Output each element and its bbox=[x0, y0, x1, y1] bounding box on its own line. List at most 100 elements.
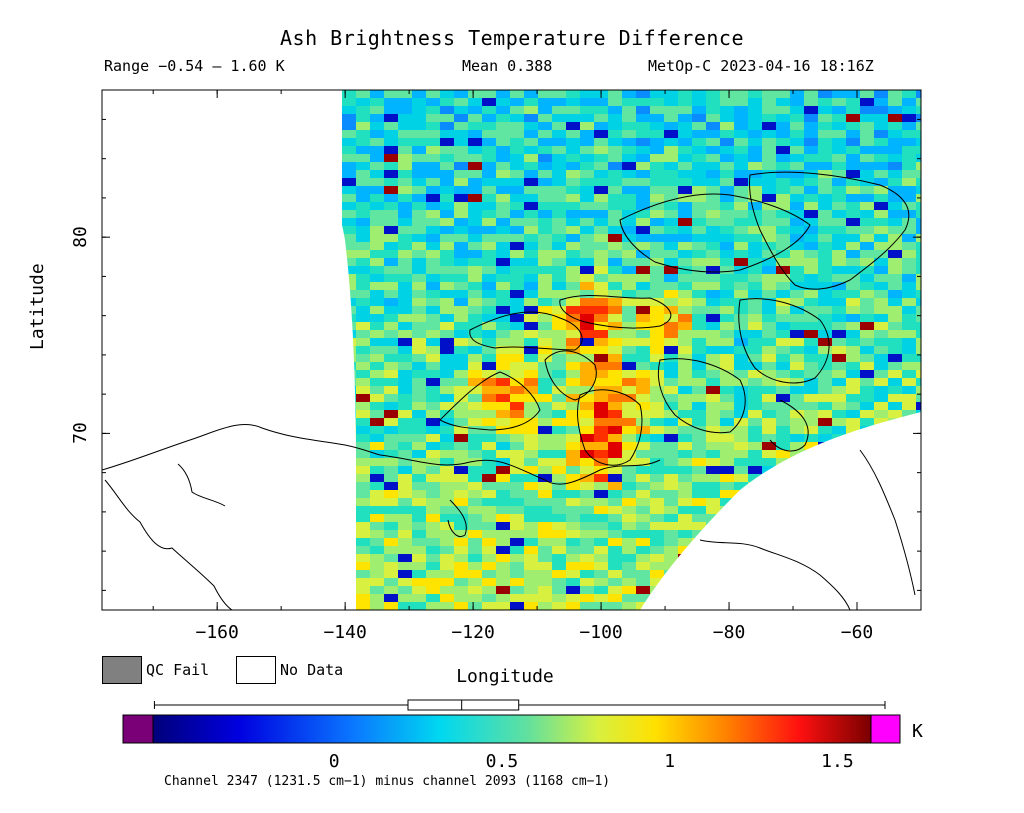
qc-fail-swatch bbox=[102, 656, 142, 684]
swath-cell bbox=[510, 450, 525, 459]
swath-cell bbox=[356, 522, 371, 531]
swath-cell bbox=[902, 282, 917, 291]
swath-cell bbox=[664, 378, 679, 387]
swath-cell bbox=[748, 362, 763, 371]
swath-cell bbox=[454, 202, 469, 211]
swath-cell bbox=[636, 210, 651, 219]
swath-cell bbox=[440, 178, 455, 187]
swath-cell bbox=[538, 410, 553, 419]
swath-cell bbox=[678, 498, 693, 507]
swath-cell bbox=[776, 90, 791, 99]
swath-cell bbox=[776, 98, 791, 107]
swath-cell bbox=[748, 250, 763, 259]
swath-cell bbox=[888, 306, 903, 315]
swath-cell bbox=[650, 194, 665, 203]
swath-cell bbox=[608, 466, 623, 475]
swath-cell bbox=[454, 434, 469, 443]
swath-cell bbox=[566, 178, 581, 187]
swath-cell bbox=[552, 306, 567, 315]
swath-cell bbox=[566, 538, 581, 547]
swath-cell bbox=[356, 114, 371, 123]
swath-cell bbox=[552, 242, 567, 251]
swath-cell bbox=[804, 202, 819, 211]
swath-cell bbox=[580, 410, 595, 419]
swath-cell bbox=[510, 410, 525, 419]
swath-cell bbox=[692, 434, 707, 443]
swath-cell bbox=[664, 114, 679, 123]
swath-cell bbox=[594, 178, 609, 187]
swath-cell bbox=[524, 418, 539, 427]
colorbar-underflow bbox=[122, 714, 154, 744]
swath-cell bbox=[734, 354, 749, 363]
swath-cell bbox=[356, 554, 371, 563]
swath-cell bbox=[370, 178, 385, 187]
swath-cell bbox=[482, 194, 497, 203]
swath-cell bbox=[510, 378, 525, 387]
swath-cell bbox=[370, 594, 385, 603]
swath-cell bbox=[356, 434, 371, 443]
swath-cell bbox=[678, 330, 693, 339]
swath-cell bbox=[888, 410, 903, 419]
swath-cell bbox=[762, 450, 777, 459]
swath-cell bbox=[650, 186, 665, 195]
swath-cell bbox=[370, 418, 385, 427]
swath-cell bbox=[482, 178, 497, 187]
swath-cell bbox=[762, 402, 777, 411]
swath-cell bbox=[650, 554, 665, 563]
swath-cell bbox=[482, 258, 497, 267]
swath-cell bbox=[734, 146, 749, 155]
swath-cell bbox=[664, 346, 679, 355]
swath-cell bbox=[356, 130, 371, 139]
swath-cell bbox=[454, 466, 469, 475]
swath-cell bbox=[832, 186, 847, 195]
swath-cell bbox=[832, 114, 847, 123]
swath-cell bbox=[678, 210, 693, 219]
swath-cell bbox=[342, 242, 357, 251]
swath-cell bbox=[482, 202, 497, 211]
swath-cell bbox=[538, 378, 553, 387]
swath-cell bbox=[664, 490, 679, 499]
swath-cell bbox=[482, 450, 497, 459]
swath-cell bbox=[762, 370, 777, 379]
swath-cell bbox=[650, 218, 665, 227]
swath-cell bbox=[622, 570, 637, 579]
swath-cell bbox=[454, 442, 469, 451]
swath-cell bbox=[860, 306, 875, 315]
swath-cell bbox=[440, 98, 455, 107]
swath-cell bbox=[356, 122, 371, 131]
swath-cell bbox=[454, 418, 469, 427]
swath-cell bbox=[874, 338, 889, 347]
swath-cell bbox=[552, 530, 567, 539]
swath-cell bbox=[650, 450, 665, 459]
swath-cell bbox=[496, 282, 511, 291]
swath-cell bbox=[538, 506, 553, 515]
swath-cell bbox=[622, 330, 637, 339]
swath-cell bbox=[804, 162, 819, 171]
swath-cell bbox=[482, 474, 497, 483]
swath-cell bbox=[664, 386, 679, 395]
swath-cell bbox=[370, 282, 385, 291]
swath-cell bbox=[790, 370, 805, 379]
swath-cell bbox=[608, 290, 623, 299]
swath-cell bbox=[412, 514, 427, 523]
swath-cell bbox=[510, 178, 525, 187]
swath-cell bbox=[734, 466, 749, 475]
swath-cell bbox=[874, 170, 889, 179]
swath-cell bbox=[846, 106, 861, 115]
swath-cell bbox=[594, 170, 609, 179]
swath-cell bbox=[874, 410, 889, 419]
swath-cell bbox=[398, 130, 413, 139]
swath-cell bbox=[468, 522, 483, 531]
swath-cell bbox=[482, 578, 497, 587]
swath-cell bbox=[468, 346, 483, 355]
swath-cell bbox=[860, 234, 875, 243]
swath-cell bbox=[440, 154, 455, 163]
swath-cell bbox=[804, 370, 819, 379]
swath-cell bbox=[720, 298, 735, 307]
swath-cell bbox=[804, 178, 819, 187]
swath-cell bbox=[426, 490, 441, 499]
swath-cell bbox=[594, 210, 609, 219]
swath-cell bbox=[706, 506, 721, 515]
swath-cell bbox=[608, 442, 623, 451]
swath-cell bbox=[538, 546, 553, 555]
